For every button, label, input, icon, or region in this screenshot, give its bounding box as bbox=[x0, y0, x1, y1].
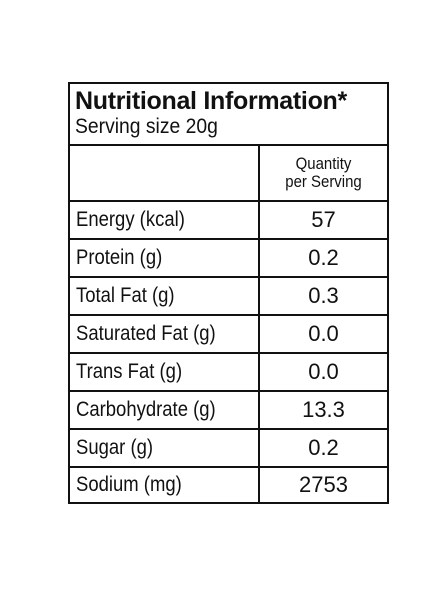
nutrient-value: 0.3 bbox=[308, 283, 339, 308]
nutrient-name: Energy (kcal) bbox=[76, 208, 185, 231]
table-row: Carbohydrate (g) 13.3 bbox=[70, 392, 387, 430]
nutrient-name: Sugar (g) bbox=[76, 436, 154, 459]
nutrient-name: Protein (g) bbox=[76, 246, 163, 269]
nutrient-name: Carbohydrate (g) bbox=[76, 398, 216, 421]
nutrient-name: Trans Fat (g) bbox=[76, 360, 183, 383]
label-title: Nutritional Information* bbox=[75, 87, 347, 115]
quantity-column-header: Quantity per Serving bbox=[268, 146, 380, 200]
column-divider bbox=[258, 146, 260, 502]
table-row: Saturated Fat (g) 0.0 bbox=[70, 316, 387, 354]
label-header: Nutritional Information* Serving size 20… bbox=[70, 84, 387, 146]
nutrient-name: Sodium (mg) bbox=[76, 473, 182, 496]
quantity-header-line2: per Serving bbox=[285, 172, 362, 191]
nutrient-value: 0.2 bbox=[308, 245, 339, 270]
quantity-header-line1: Quantity bbox=[295, 154, 352, 173]
nutrient-name: Saturated Fat (g) bbox=[76, 322, 216, 345]
nutrient-value: 0.0 bbox=[308, 359, 339, 384]
table-row: Trans Fat (g) 0.0 bbox=[70, 354, 387, 392]
nutrient-value: 0.0 bbox=[308, 321, 339, 346]
table-row: Sodium (mg) 2753 bbox=[70, 468, 387, 502]
nutrient-value: 57 bbox=[311, 207, 336, 232]
nutrition-label: Nutritional Information* Serving size 20… bbox=[68, 82, 389, 504]
table-row: Total Fat (g) 0.3 bbox=[70, 278, 387, 316]
serving-size: Serving size 20g bbox=[75, 115, 218, 138]
nutrient-value: 13.3 bbox=[302, 397, 345, 422]
nutrient-value: 0.2 bbox=[308, 435, 339, 460]
table-row: Sugar (g) 0.2 bbox=[70, 430, 387, 468]
nutrient-name: Total Fat (g) bbox=[76, 284, 175, 307]
column-header-row: Quantity per Serving bbox=[70, 146, 387, 202]
table-row: Protein (g) 0.2 bbox=[70, 240, 387, 278]
nutrient-value: 2753 bbox=[299, 472, 348, 497]
table-row: Energy (kcal) 57 bbox=[70, 202, 387, 240]
